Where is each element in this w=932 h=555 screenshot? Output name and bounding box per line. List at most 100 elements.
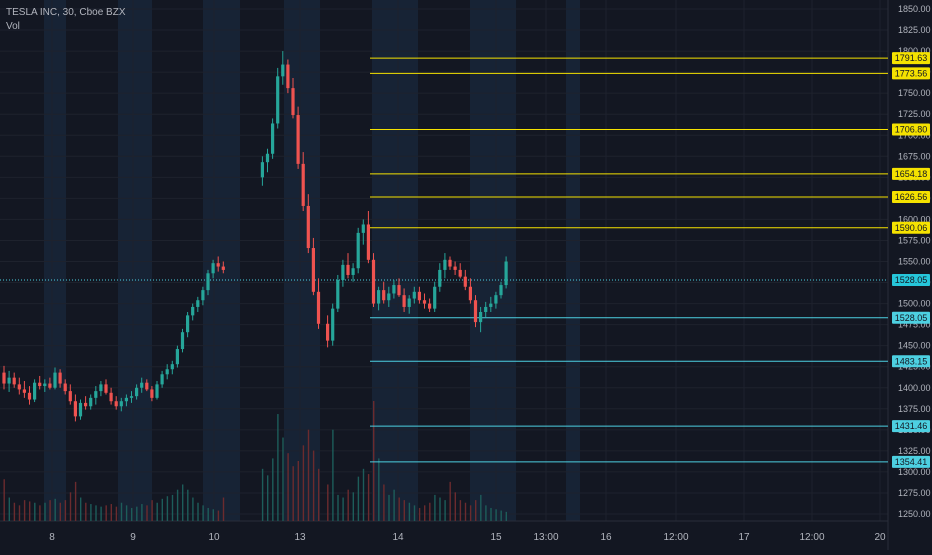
price-tick-label: 1500.00 [898, 299, 931, 309]
volume-bar [8, 497, 10, 521]
volume-bar [54, 498, 56, 521]
time-tick-label: 14 [392, 532, 404, 543]
candle-body [331, 308, 335, 341]
candle-body [150, 389, 154, 398]
candle-body [180, 332, 185, 350]
candle-body [265, 153, 270, 163]
time-tick-label: 8 [49, 532, 55, 543]
volume-bar [480, 494, 482, 521]
volume-bar [287, 453, 289, 521]
time-tick-label: 10 [208, 532, 220, 543]
price-tick-label: 1550.00 [898, 257, 931, 267]
candle-body [73, 401, 77, 417]
candle-body [479, 312, 483, 323]
price-tag [892, 355, 930, 368]
price-tick-label: 1725.00 [898, 109, 931, 119]
volume-bar [197, 502, 199, 521]
volume-bar [110, 504, 112, 521]
time-tick-label: 13 [294, 532, 306, 543]
volume-bar [485, 505, 487, 521]
volume-bar [505, 511, 507, 521]
session-band [372, 0, 418, 521]
volume-bar [490, 507, 492, 521]
candle-body [361, 224, 365, 233]
candle-body [433, 286, 437, 309]
volume-bar [292, 466, 294, 521]
price-axis: 1250.001275.001300.001325.001350.001375.… [892, 4, 931, 519]
candle-body [484, 306, 488, 312]
volume-bar [383, 484, 385, 521]
volume-bar [327, 484, 329, 521]
volume-bar [267, 475, 269, 521]
time-tick-label: 13:00 [533, 532, 558, 543]
volume-bar [495, 509, 497, 521]
grid-lines [0, 0, 889, 550]
price-tick-label: 1750.00 [898, 88, 931, 98]
volume-bar [272, 458, 274, 521]
candle-body [271, 123, 275, 154]
session-band [118, 0, 152, 521]
volume-indicator-label[interactable]: Vol [6, 21, 20, 32]
candle-body [463, 276, 467, 287]
volume-bar [100, 506, 102, 521]
volume-bar [277, 414, 279, 521]
volume-bar [141, 504, 143, 521]
volume-bar [171, 494, 174, 521]
price-tick-label: 1250.00 [898, 509, 931, 519]
price-tick-label: 1325.00 [898, 446, 931, 456]
price-tick-label: 1300.00 [898, 467, 931, 477]
volume-bar [297, 461, 299, 521]
volume-bar [90, 504, 92, 521]
volume-bar [413, 505, 416, 521]
volume-bar [161, 498, 163, 521]
session-band [203, 0, 240, 521]
volume-bar [312, 450, 315, 521]
volume-bar [156, 502, 158, 521]
candle-body [356, 232, 360, 269]
candle-body [443, 259, 447, 270]
price-tick-label: 1575.00 [898, 235, 931, 245]
volume-bar [136, 506, 138, 521]
time-tick-label: 12:00 [799, 532, 824, 543]
candle-body [129, 396, 134, 398]
candle-body [99, 384, 103, 392]
price-tag-label: 1528.05 [895, 275, 928, 285]
candle-body [160, 374, 164, 385]
candle-body [165, 369, 169, 375]
volume-bar [202, 505, 204, 521]
candle-body [453, 266, 457, 270]
candle-body [326, 323, 330, 341]
volume-bar [434, 494, 436, 521]
chart-legend: TESLA INC, 30, Cboe BZX Vol [6, 6, 126, 34]
price-tag [892, 221, 930, 234]
candle-body [94, 391, 98, 398]
price-tag-label: 1528.05 [895, 313, 928, 323]
candle-body [407, 298, 411, 307]
candle-body [7, 377, 11, 384]
candle-body [412, 291, 416, 299]
session-band [44, 0, 66, 521]
candle-body [155, 384, 159, 398]
volume-bar [146, 505, 148, 521]
candle-body [494, 295, 498, 304]
volume-bar [307, 429, 310, 521]
volume-bar [115, 506, 118, 521]
candle-body [68, 391, 72, 402]
volume-bar [459, 500, 462, 521]
candle-body [135, 387, 139, 397]
candle-body [58, 372, 62, 384]
candle-body [84, 402, 88, 407]
volume-bar [337, 494, 339, 521]
price-tick-label: 1600.00 [898, 214, 931, 224]
symbol-title[interactable]: TESLA INC, 30, Cboe BZX [6, 7, 126, 18]
volume-bar [207, 507, 209, 521]
candle-body [114, 401, 118, 407]
candle-body [311, 248, 315, 292]
candle-body [499, 285, 503, 296]
candle-body [422, 300, 427, 304]
volume-bar [318, 468, 320, 521]
volume-bar [131, 507, 133, 521]
candle-body [276, 76, 280, 124]
